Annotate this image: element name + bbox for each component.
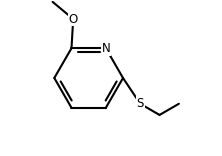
Text: O: O <box>69 12 78 26</box>
Text: S: S <box>137 97 144 110</box>
Text: N: N <box>101 42 110 55</box>
